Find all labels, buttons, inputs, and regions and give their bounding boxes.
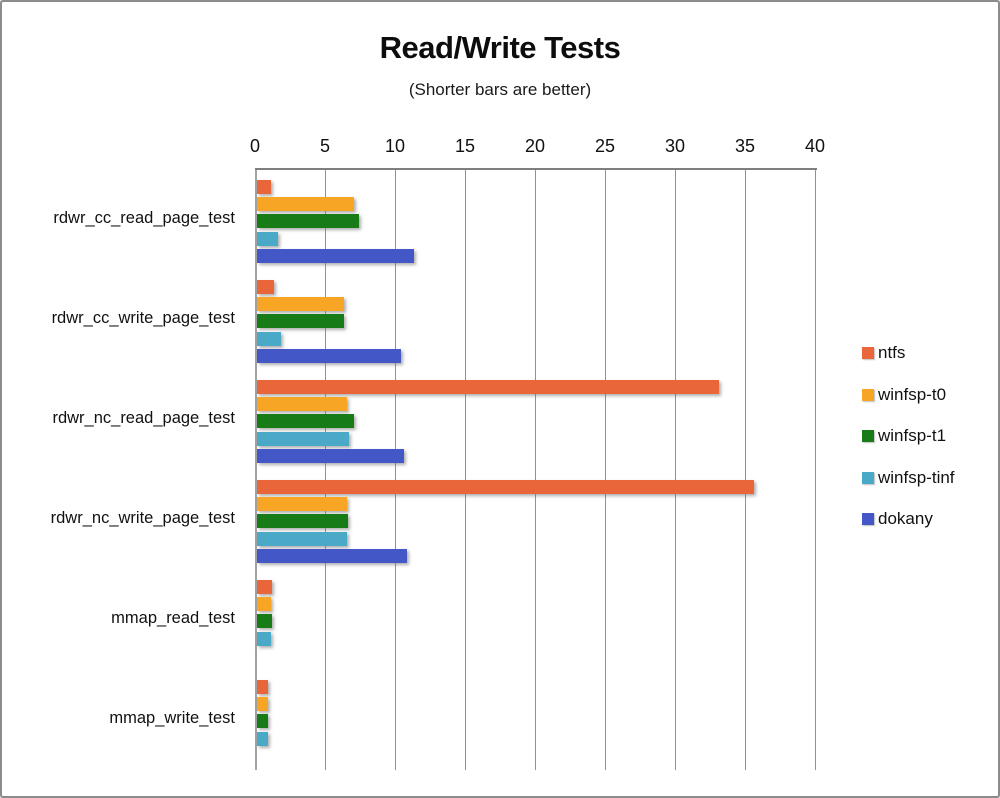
bar-winfsp-tinf-rdwr_nc_read_page_test [257, 431, 350, 446]
legend-label: winfsp-tinf [878, 467, 955, 487]
legend-item-winfsp-t1: winfsp-t1 [862, 426, 946, 446]
bar-dokany-rdwr_nc_write_page_test [257, 548, 407, 563]
gridline-x-25 [605, 170, 606, 770]
legend-item-dokany: dokany [862, 509, 933, 529]
bar-winfsp-t0-rdwr_nc_write_page_test [257, 497, 347, 512]
category-label-rdwr_nc_read_page_test: rdwr_nc_read_page_test [52, 408, 235, 427]
bar-winfsp-tinf-mmap_write_test [257, 731, 268, 746]
gridline-x-15 [465, 170, 466, 770]
gridline-x-20 [535, 170, 536, 770]
x-tick-label-0: 0 [249, 136, 260, 156]
gridline-x-5 [325, 170, 326, 770]
plot-area [255, 168, 817, 770]
bar-winfsp-t0-rdwr_cc_read_page_test [257, 197, 354, 212]
bar-winfsp-t0-mmap_write_test [257, 697, 268, 712]
bar-ntfs-rdwr_nc_read_page_test [257, 380, 719, 394]
legend: ntfs winfsp-t0 winfsp-t1 winfsp-tinf dokany [862, 343, 992, 543]
legend-swatch-icon [862, 430, 874, 442]
x-axis-tick-labels: 0 5 10 15 20 25 30 35 40 [250, 136, 825, 160]
bar-winfsp-t1-rdwr_cc_read_page_test [257, 214, 360, 229]
legend-label: winfsp-t1 [878, 426, 947, 445]
x-tick-label-15: 15 [454, 136, 476, 156]
x-tick-label-40: 40 [804, 136, 826, 156]
bar-winfsp-tinf-rdwr_cc_read_page_test [257, 231, 278, 246]
bar-winfsp-t1-mmap_write_test [257, 714, 269, 729]
category-label-rdwr_cc_read_page_test: rdwr_cc_read_page_test [53, 208, 235, 227]
bar-winfsp-t1-rdwr_cc_write_page_test [257, 314, 344, 329]
gridline-x-10 [395, 170, 396, 770]
bar-ntfs-rdwr_cc_read_page_test [257, 180, 271, 194]
gridline-x-35 [745, 170, 746, 770]
bar-winfsp-tinf-mmap_read_test [257, 631, 271, 646]
bar-winfsp-tinf-rdwr_nc_write_page_test [257, 531, 347, 546]
x-tick-label-30: 30 [664, 136, 686, 156]
bar-winfsp-t0-rdwr_nc_read_page_test [257, 397, 347, 412]
legend-item-ntfs: ntfs [862, 343, 905, 363]
category-label-rdwr_nc_write_page_test: rdwr_nc_write_page_test [50, 508, 235, 527]
y-axis-line [255, 170, 257, 770]
legend-swatch-icon [862, 347, 874, 359]
bar-dokany-rdwr_cc_read_page_test [257, 248, 414, 263]
chart-title: Read/Write Tests [379, 30, 621, 65]
legend-label: winfsp-t0 [878, 384, 947, 404]
legend-swatch-icon [862, 513, 874, 525]
bar-winfsp-t1-rdwr_nc_read_page_test [257, 414, 354, 429]
legend-item-winfsp-t0: winfsp-t0 [862, 385, 946, 405]
category-label-mmap_read_test: mmap_read_test [111, 608, 235, 627]
bar-ntfs-rdwr_nc_write_page_test [257, 480, 754, 494]
bar-winfsp-t0-rdwr_cc_write_page_test [257, 297, 344, 312]
category-labels: rdwr_cc_read_page_test rdwr_cc_write_page… [2, 168, 245, 768]
gridline-x-30 [675, 170, 676, 770]
category-label-rdwr_cc_write_page_test: rdwr_cc_write_page_test [51, 308, 235, 327]
gridline-x-40 [815, 170, 816, 770]
bar-dokany-rdwr_cc_write_page_test [257, 348, 402, 363]
legend-swatch-icon [862, 471, 874, 484]
bar-winfsp-t1-mmap_read_test [257, 614, 272, 629]
bar-ntfs-mmap_write_test [257, 680, 269, 694]
bar-dokany-rdwr_nc_read_page_test [257, 448, 404, 463]
bar-winfsp-t1-rdwr_nc_write_page_test [257, 514, 348, 529]
x-tick-label-25: 25 [594, 136, 616, 156]
x-tick-label-10: 10 [384, 136, 406, 156]
legend-swatch-icon [862, 388, 874, 401]
legend-label: dokany [878, 509, 933, 528]
legend-label: ntfs [878, 343, 906, 362]
x-tick-label-35: 35 [734, 136, 756, 156]
bar-ntfs-rdwr_cc_write_page_test [257, 280, 274, 294]
bar-ntfs-mmap_read_test [257, 580, 273, 594]
category-label-mmap_write_test: mmap_write_test [109, 708, 235, 727]
bar-winfsp-tinf-rdwr_cc_write_page_test [257, 331, 281, 346]
chart-subtitle: (Shorter bars are better) [408, 80, 592, 99]
legend-item-winfsp-tinf: winfsp-tinf [862, 468, 955, 488]
bar-winfsp-t0-mmap_read_test [257, 597, 271, 612]
x-tick-label-20: 20 [524, 136, 546, 156]
x-tick-label-5: 5 [319, 136, 330, 156]
